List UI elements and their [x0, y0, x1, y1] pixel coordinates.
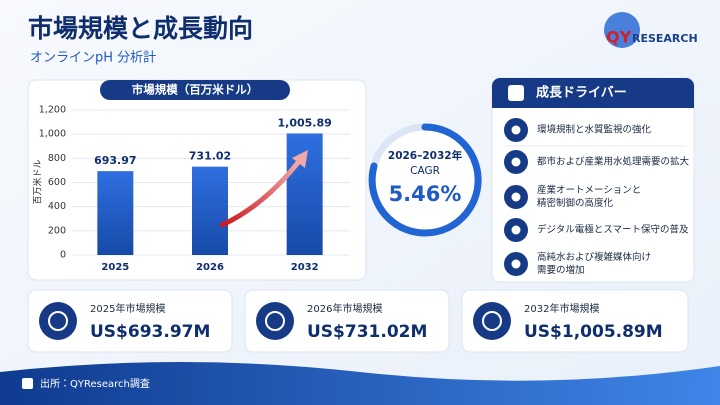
kpi-icon-inner — [265, 311, 285, 331]
kpi-card — [461, 289, 689, 353]
cagr-label: CAGR — [410, 165, 440, 177]
x-tick-label: 2032 — [291, 262, 319, 273]
footer-wave — [0, 362, 720, 405]
y-tick-label: 1,000 — [39, 129, 66, 140]
cagr-period: 2026–2032年 — [388, 149, 463, 162]
value-label: 731.02 — [189, 150, 231, 163]
kpi-label: 2026年市場規模 — [307, 302, 382, 315]
kpi-icon — [256, 302, 294, 340]
drivers-title: 成長ドライバー — [536, 85, 627, 101]
logo-text: RESEARCH — [632, 32, 698, 45]
x-tick-label: 2026 — [196, 262, 224, 273]
driver-icon-glyph — [511, 125, 521, 135]
y-tick-label: 1,200 — [39, 105, 66, 116]
driver-text: 環境規制と水質監視の強化 — [537, 124, 652, 136]
drivers-icon — [508, 85, 524, 101]
growth-arrow-head — [292, 150, 308, 168]
y-tick-label: 200 — [48, 225, 66, 236]
driver-text: 需要の増加 — [537, 264, 585, 276]
kpi-icon-inner — [48, 311, 68, 331]
driver-text: 高純水および複雑媒体向け — [537, 251, 651, 263]
bar — [97, 171, 134, 255]
y-tick-label: 0 — [60, 250, 66, 261]
kpi-value: US$1,005.89M — [524, 322, 663, 342]
logo-globe — [604, 12, 640, 48]
kpi-label: 2025年市場規模 — [90, 302, 165, 315]
kpi-cards: 2025年市場規模 US$693.97M 2026年市場規模 US$731.02M 20… — [27, 289, 689, 353]
driver-text: デジタル電極とスマート保守の普及 — [537, 224, 689, 236]
driver-icon-glyph — [511, 225, 521, 235]
y-tick-label: 400 — [48, 201, 66, 212]
value-label: 1,005.89 — [278, 116, 332, 129]
driver-text: 産業オートメーションと — [537, 184, 641, 196]
kpi-icon — [473, 302, 511, 340]
kpi-label: 2032年市場規模 — [524, 302, 599, 315]
logo-mark: QY — [606, 28, 632, 47]
chart-title-pill — [100, 80, 290, 100]
chart-title: 市場規模（百万米ドル） — [132, 83, 259, 97]
subtitle: オンラインpH 分析計 — [30, 50, 156, 66]
title: 市場規模と成長動向 — [28, 14, 253, 43]
cagr-ring — [368, 123, 482, 237]
driver-icon-glyph — [511, 259, 521, 269]
driver-icon-glyph — [511, 157, 521, 167]
driver-text: 都市および産業用水処理需要の拡大 — [537, 156, 690, 168]
x-tick-label: 2025 — [101, 262, 129, 273]
kpi-value: US$731.02M — [307, 322, 427, 342]
y-tick-label: 600 — [48, 177, 66, 188]
driver-text: 精密制御の高度化 — [537, 197, 614, 209]
bar — [192, 166, 228, 255]
source-icon — [22, 378, 33, 389]
cagr-value: 5.46% — [389, 182, 462, 206]
source: 出所：QYResearch調査 — [40, 377, 150, 390]
kpi-icon-inner — [482, 311, 502, 331]
y-axis-label: 百万米ドル — [32, 159, 44, 204]
value-label: 693.97 — [94, 154, 136, 167]
drivers-header — [492, 78, 694, 108]
kpi-card — [27, 289, 233, 353]
drivers-list: 環境規制と水質監視の強化都市および産業用水処理需要の拡大産業オートメーションと精… — [504, 118, 690, 276]
kpi-icon — [39, 302, 77, 340]
y-tick-label: 800 — [48, 153, 66, 164]
growth-arrow — [219, 157, 303, 228]
kpi-value: US$693.97M — [90, 322, 210, 342]
kpi-card — [244, 289, 450, 353]
driver-icon-glyph — [511, 192, 521, 202]
